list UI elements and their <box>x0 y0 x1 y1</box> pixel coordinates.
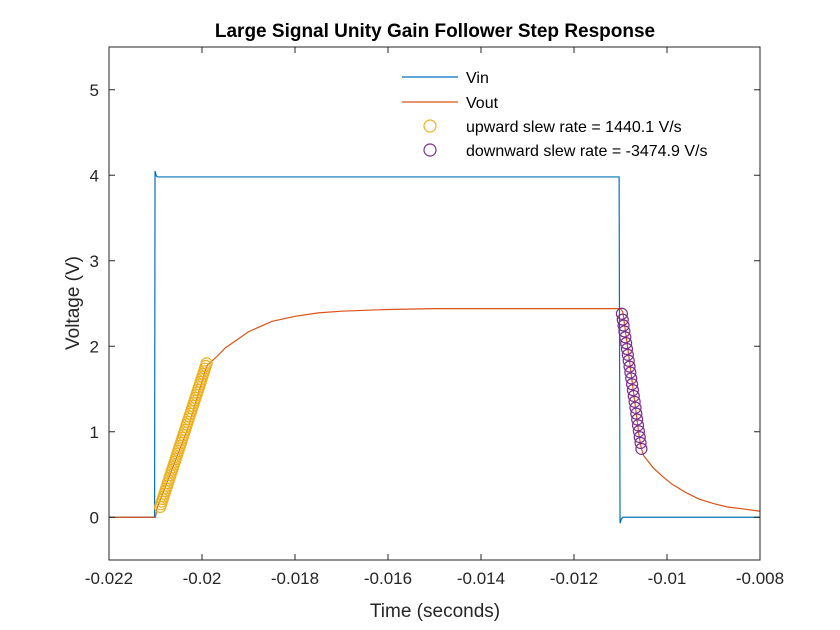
x-tick-label: -0.008 <box>736 569 784 588</box>
plot-area-background <box>109 47 760 560</box>
downward-slew-marker <box>620 337 633 350</box>
downward-slew-marker <box>634 436 647 450</box>
x-tick-label: -0.02 <box>183 569 222 588</box>
downward-slew-marker <box>632 425 645 438</box>
downward-slew-marker <box>627 389 640 403</box>
legend-marker-downward <box>423 143 437 157</box>
downward-slew-marker <box>618 325 631 338</box>
downward-slew-marker <box>630 407 643 420</box>
downward-slew-marker <box>635 442 648 455</box>
downward-slew-marker <box>619 331 632 344</box>
x-tick-label: -0.01 <box>648 569 687 588</box>
y-tick-label: 2 <box>90 337 99 356</box>
x-tick-label: -0.022 <box>85 569 133 588</box>
upward-slew-marker <box>200 357 213 370</box>
plot-area-border <box>108 46 761 561</box>
y-axis-label: Voltage (V) <box>63 256 84 350</box>
downward-slew-marker <box>616 313 629 326</box>
downward-slew-marker <box>625 372 638 385</box>
downward-slew-marker <box>629 401 642 414</box>
vin-line <box>109 170 760 524</box>
downward-slew-marker <box>622 354 635 367</box>
legend-label-upward: upward slew rate = 1440.1 V/s <box>466 119 682 136</box>
vout-line <box>109 308 761 518</box>
downward-slew-marker <box>628 395 641 408</box>
x-tick-label: -0.014 <box>457 569 505 588</box>
downward-slew-marker <box>631 413 644 426</box>
legend-marker-upward <box>423 119 437 133</box>
downward-slew-marker <box>620 342 634 356</box>
downward-slew-marker <box>624 366 637 379</box>
downward-slew-marker <box>631 419 645 432</box>
series-layer <box>109 170 761 524</box>
downward-slew-marker <box>626 384 640 397</box>
y-tick-label: 1 <box>90 423 99 442</box>
x-axis-label: Time (seconds) <box>370 601 500 622</box>
y-tick-label: 3 <box>90 252 99 271</box>
y-tick-label: 4 <box>90 166 99 185</box>
y-tick-label: 5 <box>90 81 99 100</box>
x-tick-label: -0.016 <box>364 569 412 588</box>
x-tick-label: -0.018 <box>271 569 319 588</box>
chart-title: Large Signal Unity Gain Follower Step Re… <box>215 21 655 42</box>
legend-label-vin: Vin <box>466 70 489 87</box>
y-tick-label: 0 <box>90 508 99 527</box>
x-tick-label: -0.012 <box>550 569 598 588</box>
downward-slew-marker <box>621 348 634 361</box>
axis-layer: -0.022 -0.02 -0.018 -0.016 -0.014 -0.012 -0.01… <box>85 47 784 588</box>
downward-slew-marker <box>615 307 628 320</box>
legend-label-downward: downward slew rate = -3474.9 V/s <box>466 143 707 160</box>
downward-slew-marker <box>633 431 646 444</box>
legend-label-vout: Vout <box>466 95 499 112</box>
downward-slew-marker <box>625 378 639 391</box>
downward-slew-marker <box>617 319 630 332</box>
downward-slew-marker <box>623 360 636 373</box>
legend: Vin Vout upward slew rate = 1440.1 V/s d… <box>402 70 707 160</box>
